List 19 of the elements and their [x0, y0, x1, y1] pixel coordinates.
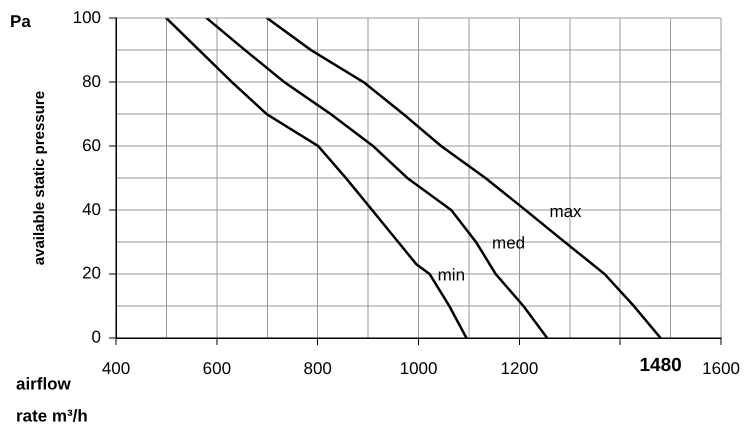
y-tick-label: 100 — [72, 8, 101, 27]
x-tick-label: 400 — [102, 358, 130, 378]
series-label: max — [549, 202, 582, 221]
x-tick-label: 1000 — [400, 358, 438, 378]
x-axis-title: airflow rate m³/h — [16, 374, 88, 424]
x-tick-label: 800 — [304, 358, 332, 378]
series-label: min — [438, 266, 466, 285]
y-tick-label: 80 — [82, 72, 101, 91]
y-tick-label: 60 — [82, 136, 101, 155]
y-tick-label: 0 — [92, 328, 101, 347]
x-tick-label: 1600 — [702, 358, 740, 378]
x-tick-label: 1200 — [500, 358, 538, 378]
x-tick-label: 600 — [202, 358, 232, 378]
annotation: 1480 — [639, 355, 682, 376]
text: Pa — [10, 12, 32, 31]
y-tick-label: 20 — [82, 264, 101, 283]
y-tick-label: 40 — [82, 200, 101, 219]
y-axis-title: available static pressure — [31, 90, 48, 266]
series-label: med — [492, 234, 526, 253]
